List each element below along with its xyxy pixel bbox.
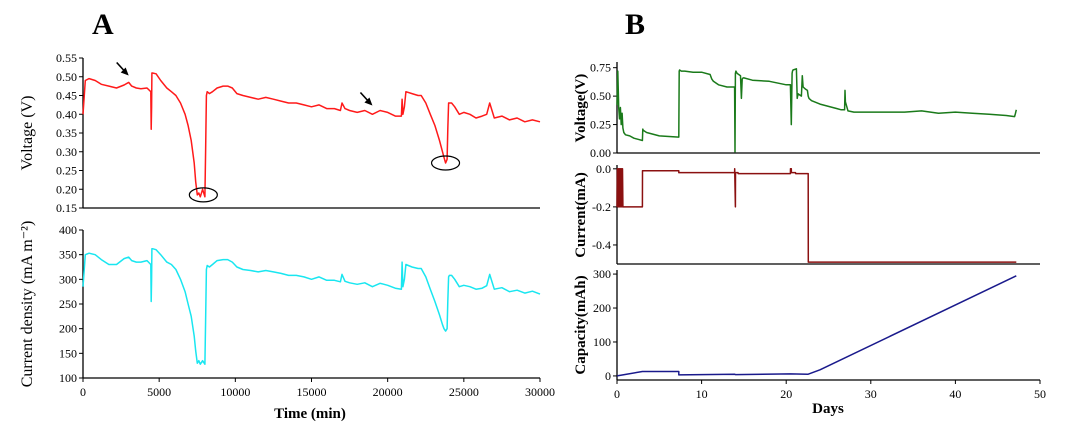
y-tick-label: 250 bbox=[59, 297, 77, 311]
x-tick-label: 15000 bbox=[297, 385, 327, 399]
y-tick-label: 0.45 bbox=[56, 89, 77, 103]
x-tick-label: 30 bbox=[865, 387, 877, 401]
y-tick-label: 0.55 bbox=[56, 51, 77, 65]
y-tick-label: -0.2 bbox=[592, 200, 611, 214]
y-tick-label: 0.75 bbox=[590, 61, 611, 75]
y-tick-label: 0.15 bbox=[56, 201, 77, 215]
panel-label-b: B bbox=[625, 8, 645, 41]
y-tick-label: 0.30 bbox=[56, 145, 77, 159]
series-line-a-current-density bbox=[82, 247, 541, 365]
y-tick-label: 0.35 bbox=[56, 126, 77, 140]
y-axis-title: Current(mA) bbox=[573, 172, 589, 258]
x-tick-label: 20000 bbox=[373, 385, 403, 399]
y-tick-label: 0.0 bbox=[596, 162, 611, 176]
x-tick-label: 5000 bbox=[147, 385, 171, 399]
y-tick-label: -0.4 bbox=[592, 238, 611, 252]
y-tick-label: 0.25 bbox=[590, 118, 611, 132]
x-axis-title: Days bbox=[812, 401, 844, 417]
y-axis-title: Current density (mA m⁻²) bbox=[19, 221, 36, 388]
y-tick-label: 300 bbox=[593, 267, 611, 281]
x-tick-label: 10 bbox=[696, 387, 708, 401]
x-tick-label: 10000 bbox=[220, 385, 250, 399]
chart-b-capacity: 0 100 200 300 0 10 20 30 40 50 Capacity(mAh) Days bbox=[573, 267, 1046, 417]
x-tick-label: 0 bbox=[614, 387, 620, 401]
x-axis-title: Time (min) bbox=[274, 406, 346, 422]
chart-a-voltage: 0.15 0.20 0.25 0.30 0.35 0.40 0.45 0.50 0.55 Volt… bbox=[19, 51, 541, 215]
y-tick-label: 100 bbox=[59, 371, 77, 385]
y-axis-title: Capacity(mAh) bbox=[573, 275, 589, 374]
y-axis-title: Voltage (V) bbox=[19, 96, 36, 171]
y-tick-label: 350 bbox=[59, 248, 77, 262]
highlight-ellipse bbox=[188, 187, 218, 203]
y-tick-label: 0.25 bbox=[56, 164, 77, 178]
y-tick-label: 0.50 bbox=[590, 89, 611, 103]
arrow-icon bbox=[120, 67, 129, 76]
y-tick-label: 0.40 bbox=[56, 107, 77, 121]
series-line-a-voltage bbox=[82, 72, 541, 198]
x-tick-label: 50 bbox=[1034, 387, 1046, 401]
x-tick-label: 40 bbox=[949, 387, 961, 401]
highlight-ellipse bbox=[430, 155, 461, 171]
series-line-b-current bbox=[616, 168, 1017, 263]
y-tick-label: 400 bbox=[59, 223, 77, 237]
y-tick-label: 0.50 bbox=[56, 70, 77, 84]
panel-label-a: A bbox=[92, 8, 114, 41]
y-tick-label: 300 bbox=[59, 272, 77, 286]
x-tick-label: 0 bbox=[80, 385, 86, 399]
y-tick-label: 200 bbox=[59, 322, 77, 336]
y-tick-label: 0.00 bbox=[590, 146, 611, 160]
series-line-b-capacity bbox=[616, 275, 1017, 377]
series-line-b-voltage bbox=[616, 68, 1018, 153]
arrow-icon bbox=[364, 97, 373, 106]
x-tick-label: 20 bbox=[780, 387, 792, 401]
y-tick-label: 0.20 bbox=[56, 182, 77, 196]
x-tick-label: 25000 bbox=[449, 385, 479, 399]
x-tick-label: 30000 bbox=[525, 385, 555, 399]
y-axis-title: Voltage(V) bbox=[573, 74, 589, 143]
chart-a-current-density: 100 150 200 250 300 350 400 0 5000 10000 15000 2000… bbox=[19, 221, 555, 422]
y-tick-label: 150 bbox=[59, 346, 77, 360]
y-tick-label: 100 bbox=[593, 335, 611, 349]
y-tick-label: 200 bbox=[593, 301, 611, 315]
y-tick-label: 0 bbox=[605, 369, 611, 383]
